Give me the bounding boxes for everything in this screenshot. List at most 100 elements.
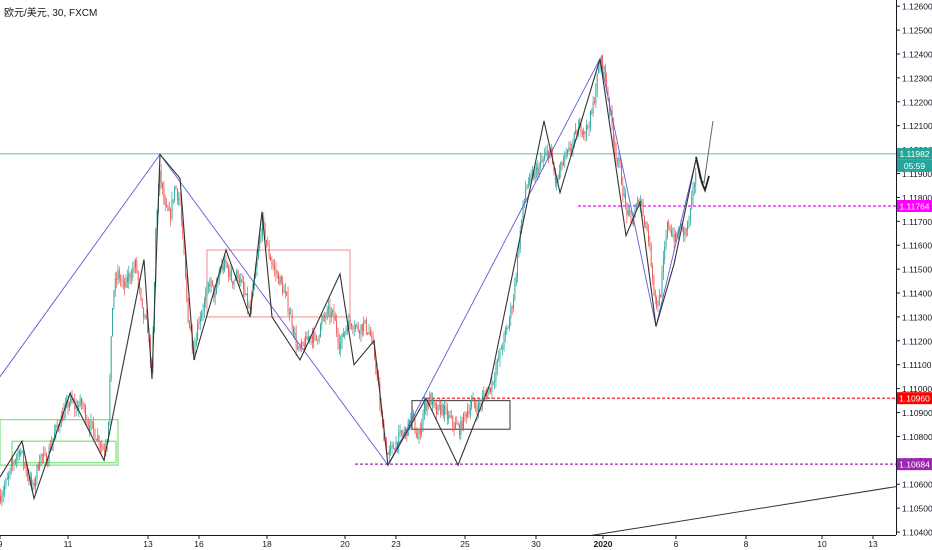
plot-area [0,54,896,535]
candle-body [585,125,587,134]
last-price-tag: 1.11982 [897,147,932,160]
candle-body [662,258,664,273]
candle-body [56,425,58,427]
candle-body [194,345,196,354]
candle-body [340,342,342,349]
candle-body [72,401,74,403]
y-tick-label: 1.10400 [902,528,932,538]
candle-body [471,400,473,408]
candle-body [212,280,213,285]
y-tick-label: 1.11300 [902,312,932,322]
candle-body [569,147,571,152]
candle-body [27,473,28,477]
candle-body [10,463,12,470]
candle-body [98,436,100,445]
candle-body [537,167,539,175]
candle-body [464,413,466,415]
candle-body [540,160,541,166]
candle-body [14,459,16,463]
candle-body [518,248,520,255]
candle-body [52,438,54,444]
candle-body [199,318,201,324]
candle-body [225,259,227,264]
candle-body [364,319,366,322]
candle-body [691,197,693,209]
candle-body [79,398,81,406]
candle-body [282,282,284,294]
candle-body [695,173,697,185]
y-tick-label: 1.11800 [902,193,932,203]
candle-body [62,415,64,421]
y-tick-label: 1.11700 [902,217,932,227]
candle-body [317,339,319,341]
candle-body [472,398,474,401]
candle-body [201,313,203,319]
candle-body [266,240,267,244]
candle-body [83,405,85,407]
candle-body [450,416,452,418]
candle-body [87,422,89,426]
candle-body [183,233,185,255]
candle-body [488,387,490,391]
candle-body [160,170,162,183]
level-tag-2: 1.10684 [897,458,932,471]
candle-body [476,407,478,414]
x-axis: 9 11 13 16 18 20 23 25 30 2020 6 8 10 13 [0,535,878,549]
candle-body [345,328,347,332]
candle-body [159,170,161,191]
candle-body [630,212,632,219]
candle-body [434,403,436,406]
candle-body [155,229,157,283]
candle-body [133,267,135,269]
candle-body [607,89,609,100]
candle-body [507,327,509,329]
x-tick-label: 11 [64,539,73,549]
candle-body [519,230,521,249]
candle-body [218,273,220,281]
candle-body [604,66,606,80]
candle-body [297,347,298,349]
candle-body [581,132,583,135]
candle-body [652,266,653,278]
candle-body [588,126,590,128]
candle-body [37,465,39,470]
x-tick-label: 30 [531,539,541,549]
svg-text:1.11764: 1.11764 [899,201,929,211]
zigzag-line [0,58,697,501]
candle-body [468,411,470,414]
candle-body [587,125,589,127]
projection-dark-line [695,156,710,193]
candle-body [649,242,651,245]
candle-body [167,206,169,211]
candle-body [228,267,230,277]
candle-body [660,295,662,297]
candle-body [621,164,622,185]
candle-body [121,280,123,282]
candle-body [25,465,27,474]
candle-body [32,482,34,485]
candle-body [18,451,20,456]
candle-body [40,454,42,463]
candle-body [222,264,224,270]
candle-body [276,273,278,275]
candle-body [683,226,685,236]
candle-body [492,381,494,383]
candle-body [371,335,373,338]
candle-body [2,491,4,497]
candle-body [684,228,686,236]
candle-body [459,424,460,436]
candle-body [693,184,695,188]
candle-body [592,102,594,114]
y-tick-label: 1.11400 [902,289,932,299]
candle-body [16,455,18,460]
candle-body [8,475,10,479]
candle-body [359,331,361,335]
candle-body [579,121,581,128]
candle-body [321,319,323,325]
candle-body [596,73,598,91]
candle-body [93,422,95,430]
candle-body [74,401,76,409]
candle-body [687,222,689,230]
candle-body [179,198,181,203]
